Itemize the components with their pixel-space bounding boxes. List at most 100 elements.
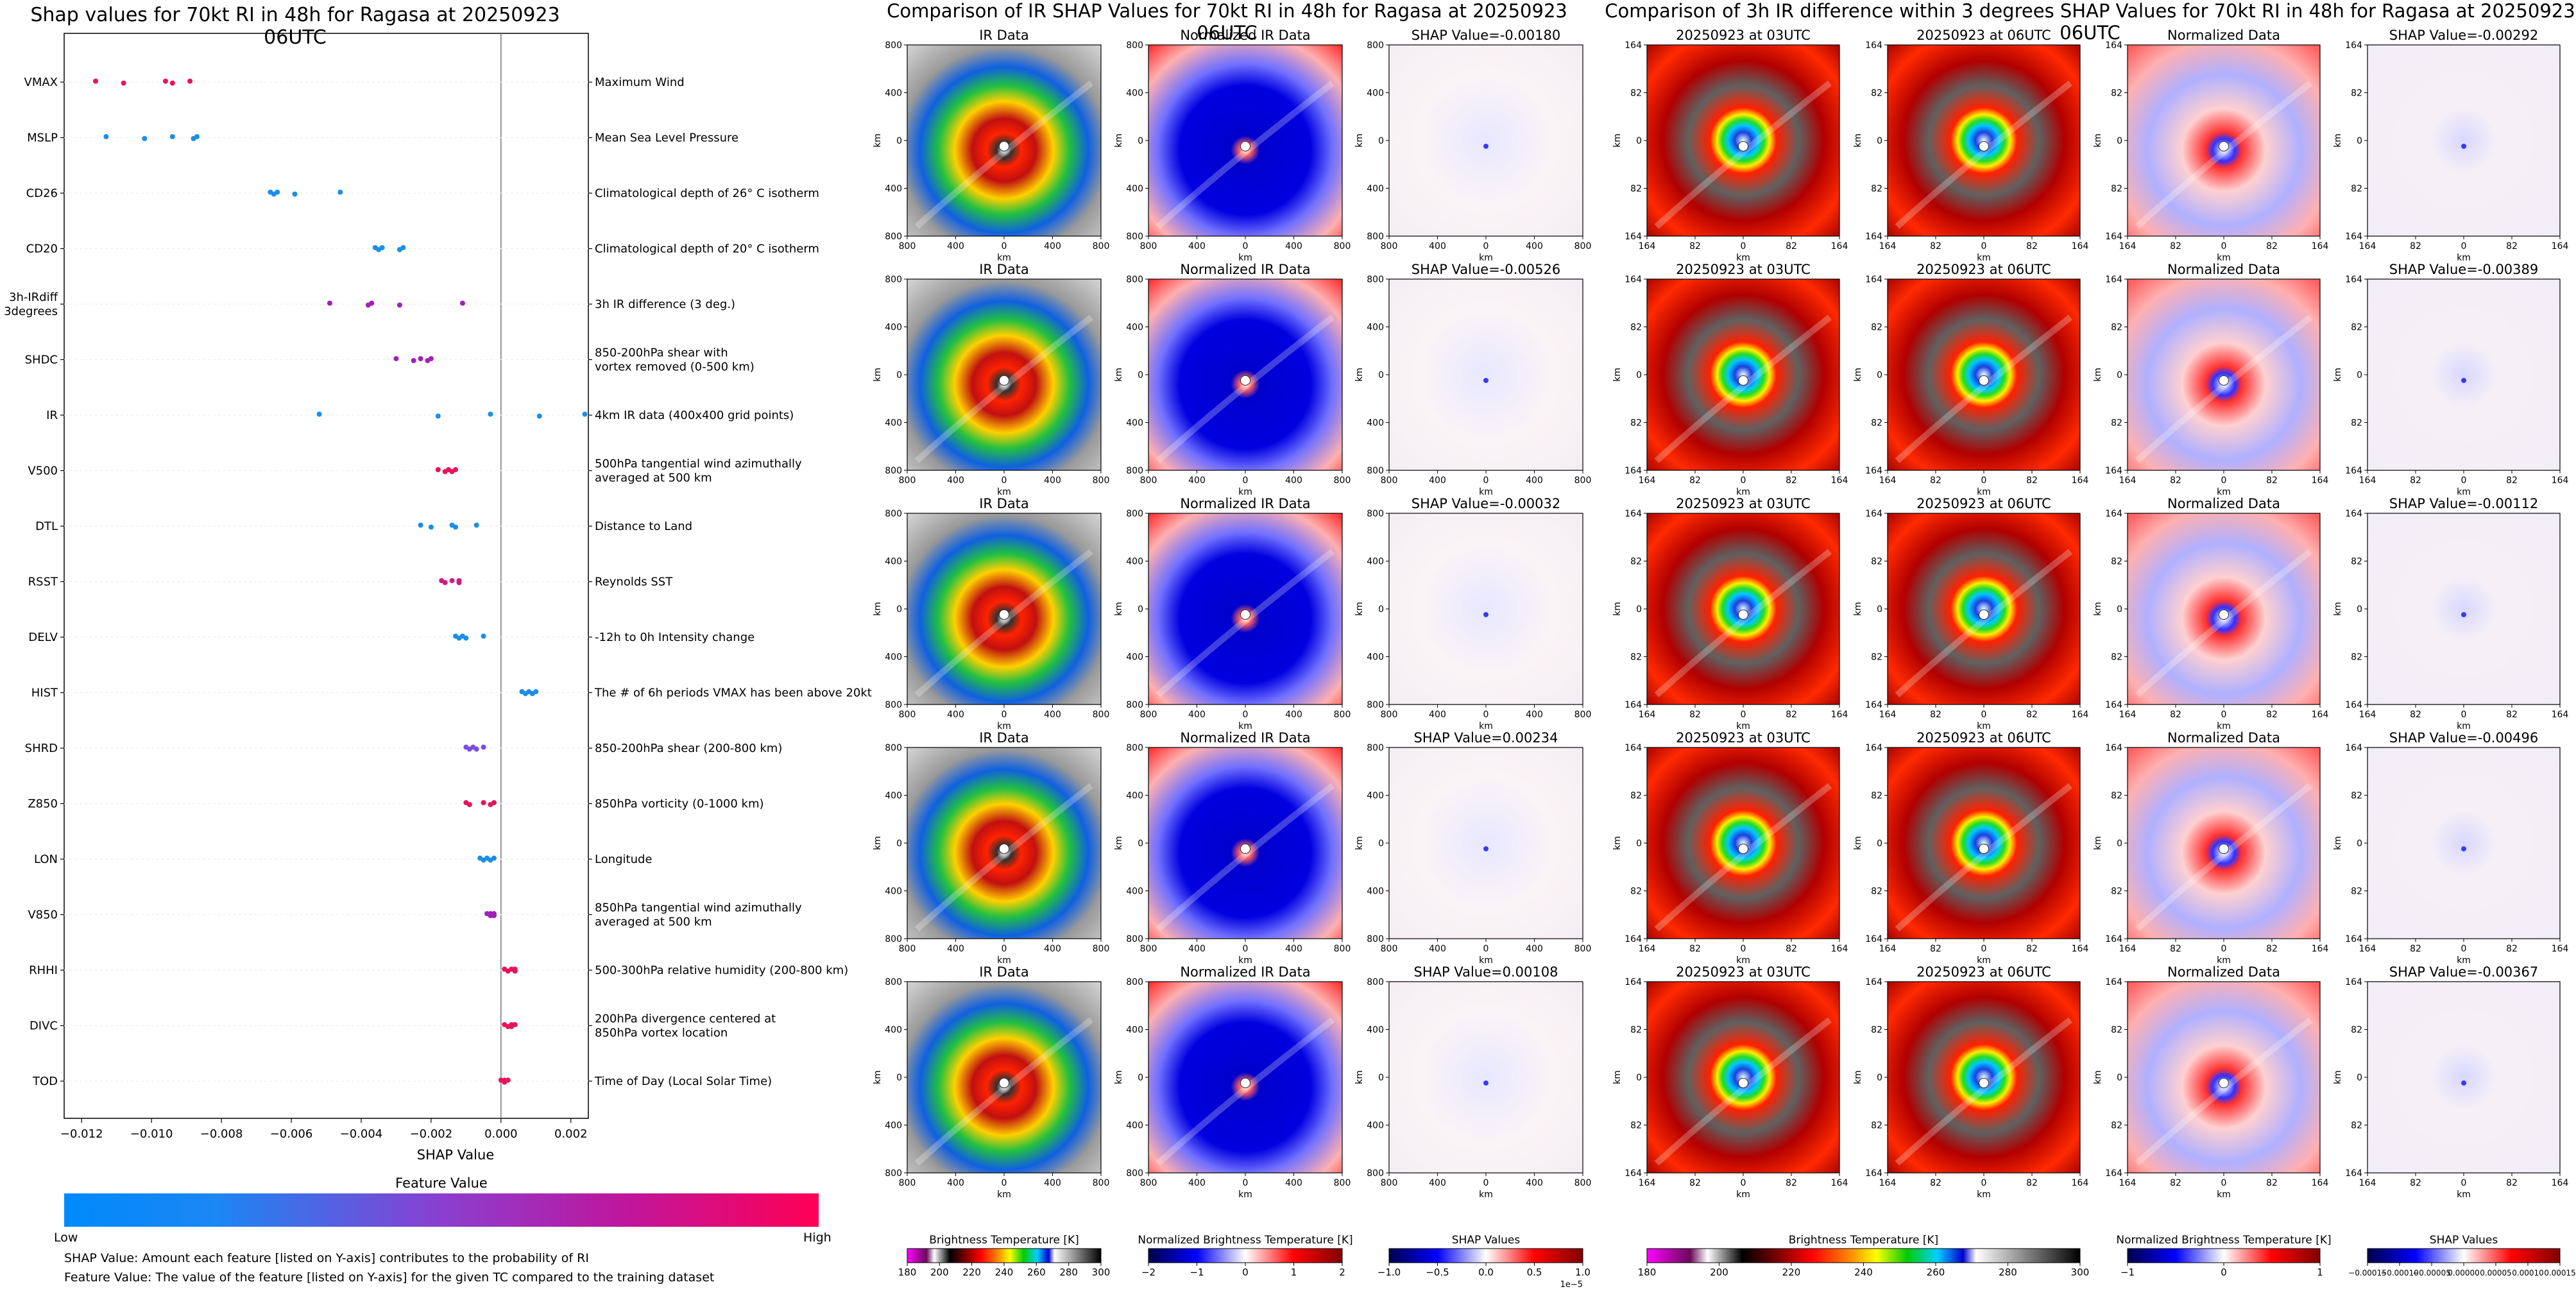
panel-y-tick-label: 0 [2357,839,2362,849]
panel-x-tick-label: 82 [1786,710,1797,720]
cloud-band-shape [1156,80,1335,229]
panel-x-tick-label: 0 [1243,1178,1249,1188]
panel-x-tick-label: 0 [1981,475,1987,486]
panel-y-tick-label: 0 [1877,136,1882,146]
panel-y-tick-label: 164 [1625,934,1642,944]
x-tick-label: 0.002 [554,1127,588,1141]
normalized-ir-panel [1148,513,1343,705]
panel-y-tick-label: 82 [2111,184,2122,194]
note-feature-value: Feature Value: The value of the feature … [64,1270,715,1285]
panel-x-tick-label: 82 [2506,710,2518,720]
panel-x-tick-label: 0 [1981,710,1987,720]
shap-point [533,689,539,694]
panel-x-tick-label: 0 [1243,475,1249,486]
panel-x-tick-label: 800 [1574,241,1592,252]
storm-eye-marker [2461,143,2466,149]
storm-eye-marker [1738,843,1748,854]
panel-y-tick-label: 0 [2117,604,2122,615]
panel-y-tick-label: 400 [1126,1025,1143,1036]
panel-y-tick-label: 0 [896,604,902,615]
storm-eye-marker [2461,377,2466,383]
colorbar-tick-label: −2 [1141,1267,1156,1278]
panel-x-tick-label: 400 [1285,1178,1302,1188]
panel-x-tick-label: 0 [1981,1178,1987,1188]
feature-code-label: RSST [28,576,58,589]
panel-title: 20250923 at 06UTC [1916,730,2051,746]
panel-title: Normalized Data [2167,496,2280,511]
panel-x-tick-label: 400 [1044,710,1061,720]
normalized-panel [2127,44,2321,237]
ir-panel [907,44,1102,237]
panel-y-tick-label: 800 [885,40,902,51]
panel-y-tick-label: 164 [1625,40,1642,51]
panel-y-tick-label: 82 [2351,184,2362,194]
panel-y-tick-label: 164 [2345,509,2362,519]
panel-x-tick-label: 164 [2359,944,2376,954]
panel-x-tick-label: 164 [2359,1178,2376,1188]
feature-code-label: CD20 [26,243,58,256]
panel-x-tick-label: 800 [1093,944,1110,954]
panel-title: SHAP Value=-0.00032 [1412,496,1561,511]
storm-eye-marker [998,609,1010,620]
cloud-band-shape [914,783,1093,932]
colorbar-tick-label: 0.00015 [2544,1268,2576,1277]
panel-y-tick-label: 82 [1630,1121,1642,1131]
panel-x-tick-label: 164 [1879,710,1897,720]
panel-x-tick-label: 164 [2359,710,2376,720]
feature-code-label: Z850 [28,798,58,811]
cloud-band-shape [914,1017,1093,1166]
panel-x-tick-label: 800 [1093,1178,1110,1188]
panel-y-axis-label: km [1354,133,1365,148]
storm-eye-marker [1240,609,1251,620]
panel-title: 20250923 at 06UTC [1916,262,2051,277]
panel-y-tick-label: 400 [885,1025,902,1036]
panel-x-tick-label: 800 [1140,475,1157,486]
panel-x-tick-label: 82 [2026,944,2038,954]
ir-03utc-panel [1646,981,1840,1174]
feature-description-label: Mean Sea Level Pressure [595,132,738,145]
storm-eye-marker [1240,1077,1251,1088]
panel-y-tick-label: 82 [1630,791,1642,801]
storm-eye-marker [2461,611,2466,617]
normalized-panel [2127,513,2321,705]
storm-eye-marker [1738,1077,1748,1088]
panel-x-tick-label: 164 [2072,241,2089,252]
panel-y-tick-label: 400 [885,323,902,333]
panel-y-tick-label: 0 [1636,370,1642,380]
panel-title: Normalized Data [2167,28,2280,43]
storm-eye-marker [2219,1077,2229,1088]
shap-point [411,358,416,363]
panel-x-tick-label: 800 [1574,475,1592,486]
panel-x-tick-label: 82 [2170,944,2181,954]
panel-x-tick-label: 800 [899,1178,916,1188]
cloud-band-shape [1895,783,2073,932]
storm-eye-marker [1738,141,1748,151]
panel-y-tick-label: 400 [1367,1121,1384,1131]
x-tick-label: −0.010 [130,1127,173,1141]
panel-y-tick-label: 800 [1126,743,1143,753]
panel-x-tick-label: 400 [1044,241,1061,252]
panel-x-tick-label: 800 [1334,944,1351,954]
shap-point [103,134,109,139]
storm-eye-marker [998,843,1010,854]
panel-y-tick-label: 164 [1865,700,1882,710]
panel-y-axis-label: km [1612,368,1623,382]
panel-y-tick-label: 0 [896,839,902,849]
irdiff-comparison-title: Comparison of 3h IR difference within 3 … [1605,0,2575,44]
storm-eye-marker [2219,141,2229,151]
panel-x-axis-label: km [1736,1190,1750,1200]
shap-point [369,300,375,306]
colorbar-label: SHAP Values [2430,1234,2498,1247]
panel-y-axis-label: km [1114,602,1124,616]
storm-eye-marker [1483,1080,1488,1086]
panel-y-tick-label: 0 [2117,136,2122,146]
storm-eye-marker [1979,141,1989,151]
panel-x-tick-label: 0 [1981,241,1987,252]
panel-x-tick-label: 0 [2221,475,2227,486]
shap-point [481,744,486,750]
panel-x-tick-label: 0 [1483,475,1489,486]
normalized-panel [2127,981,2321,1174]
panel-x-tick-label: 164 [2119,475,2137,486]
panel-y-tick-label: 82 [2111,1121,2122,1131]
panel-title: Normalized Data [2167,730,2280,746]
